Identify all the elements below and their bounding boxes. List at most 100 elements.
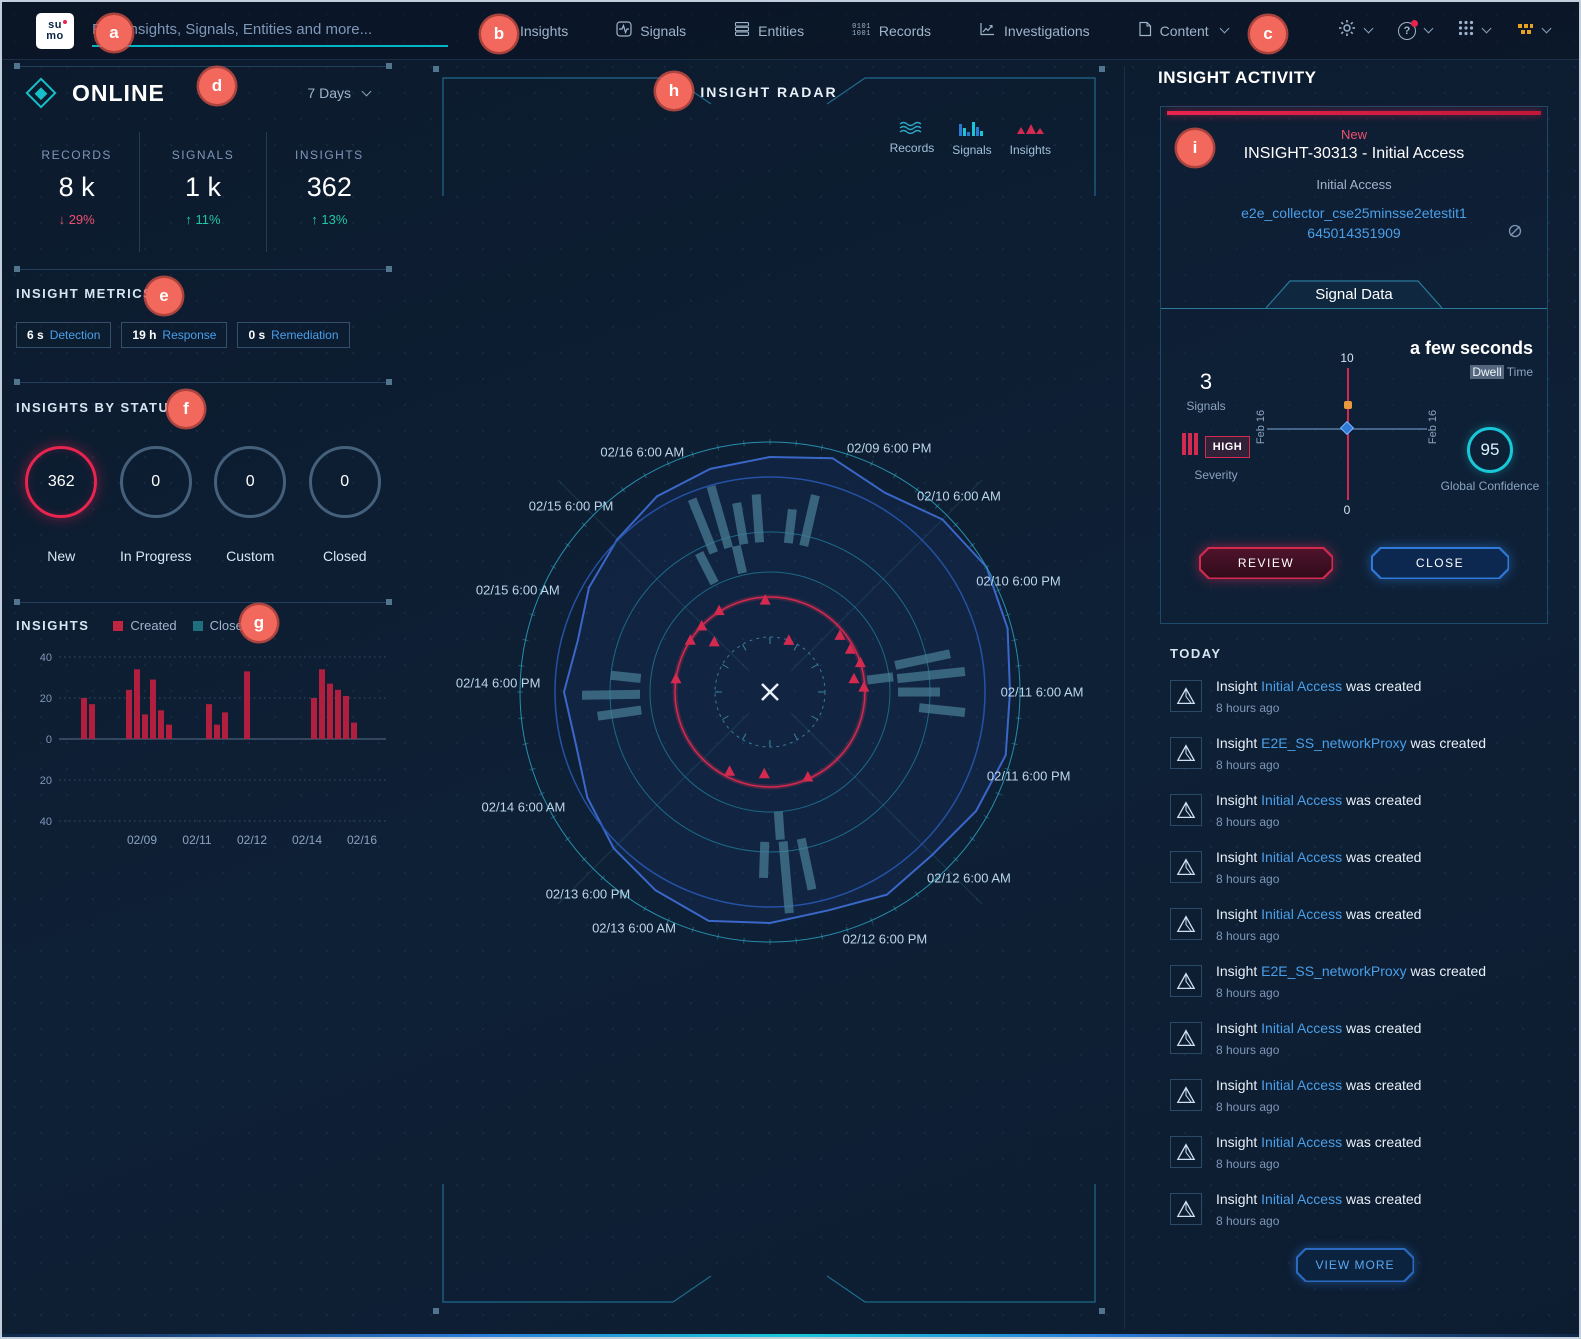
response-chip[interactable]: 19 h Response xyxy=(121,322,228,348)
online-status-title: ONLINE xyxy=(72,79,165,106)
activity-text: Insight Initial Access was created 8 hour… xyxy=(1216,849,1422,886)
activity-list-item[interactable]: Insight Initial Access was created 8 hour… xyxy=(1142,670,1568,727)
annotation-badge-f: f xyxy=(168,391,204,427)
help-menu[interactable]: ? xyxy=(1389,19,1441,40)
entity-link[interactable]: e2e_collector_cse25minsse2etestit1 64501… xyxy=(1241,205,1467,241)
view-more-button[interactable]: VIEW MORE xyxy=(1296,1248,1414,1282)
activity-entity-link[interactable]: Initial Access xyxy=(1261,1020,1343,1036)
status-circle-in-progress[interactable]: 0 In Progress xyxy=(109,446,204,564)
activity-entity-link[interactable]: Initial Access xyxy=(1261,1191,1343,1207)
activity-list-item[interactable]: Insight Initial Access was created 8 hour… xyxy=(1142,784,1568,841)
time-range-select[interactable]: 7 Days xyxy=(307,85,384,101)
svg-text:02/11: 02/11 xyxy=(182,833,211,847)
activity-text: Insight Initial Access was created 8 hour… xyxy=(1216,1077,1422,1114)
stat-records[interactable]: RECORDS 8 k ↓ 29% xyxy=(14,132,139,252)
tab-signal-data[interactable]: Signal Data xyxy=(1264,279,1444,309)
activity-entity-link[interactable]: Initial Access xyxy=(1261,849,1343,865)
svg-text:02/14: 02/14 xyxy=(292,833,322,847)
status-label: In Progress xyxy=(119,548,192,564)
content-doc-icon xyxy=(1138,21,1152,40)
nav-label: Insights xyxy=(520,22,569,39)
insight-glyph-icon xyxy=(1170,908,1202,940)
apps-menu[interactable] xyxy=(1449,20,1499,41)
status-sidebar: ONLINE 7 Days RECORDS 8 k ↓ 29% SIGNALS … xyxy=(14,63,392,1328)
nav-entities[interactable]: Entities xyxy=(734,21,804,40)
activity-entity-link[interactable]: E2E_SS_networkProxy xyxy=(1261,735,1407,751)
settings-menu[interactable] xyxy=(1329,19,1381,42)
signals-bars-icon xyxy=(958,120,985,139)
status-circle-closed[interactable]: 0 Closed xyxy=(298,446,393,564)
nav-investigations[interactable]: Investigations xyxy=(979,21,1090,40)
activity-text: Insight Initial Access was created 8 hour… xyxy=(1216,792,1422,829)
activity-text: Insight Initial Access was created 8 hour… xyxy=(1216,1020,1422,1057)
review-button[interactable]: REVIEW xyxy=(1199,547,1333,579)
close-button[interactable]: CLOSE xyxy=(1371,547,1509,579)
activity-list-item[interactable]: Insight Initial Access was created 8 hour… xyxy=(1142,841,1568,898)
sumo-logo[interactable]: su mo xyxy=(36,12,74,49)
insight-activity-panel: INSIGHT ACTIVITY New INSIGHT-30313 - Ini… xyxy=(1142,66,1568,1336)
severity-block: HIGH Severity xyxy=(1161,431,1271,482)
activity-entity-link[interactable]: E2E_SS_networkProxy xyxy=(1261,963,1407,979)
activity-list-item[interactable]: Insight Initial Access was created 8 hour… xyxy=(1142,1012,1568,1069)
insight-glyph-icon xyxy=(1170,1022,1202,1054)
svg-text:20: 20 xyxy=(40,693,52,705)
activity-list-item[interactable]: Insight E2E_SS_networkProxy was created 8… xyxy=(1142,727,1568,784)
today-section-title: TODAY xyxy=(1170,646,1222,661)
status-circle-new[interactable]: 362 New xyxy=(14,446,109,564)
insight-card[interactable]: New INSIGHT-30313 - Initial Access Initi… xyxy=(1160,106,1548,624)
hud-divider xyxy=(14,266,392,272)
detection-chip[interactable]: 6 s Detection xyxy=(16,322,112,348)
status-count: 0 xyxy=(308,446,381,518)
chevron-down-icon xyxy=(1423,23,1434,34)
remediation-chip[interactable]: 0 s Remediation xyxy=(237,322,350,348)
activity-entity-link[interactable]: Initial Access xyxy=(1261,792,1343,808)
activity-entity-link[interactable]: Initial Access xyxy=(1261,906,1343,922)
nav-records[interactable]: 0101 1001 Records xyxy=(852,23,931,39)
activity-list-item[interactable]: Insight Initial Access was created 8 hour… xyxy=(1142,898,1568,955)
created-swatch xyxy=(113,620,124,631)
annotation-badge-i: i xyxy=(1177,130,1213,166)
annotation-badge-d: d xyxy=(199,68,235,104)
records-binary-icon: 0101 1001 xyxy=(852,22,871,38)
stat-signals[interactable]: SIGNALS 1 k ↑ 11% xyxy=(139,132,265,252)
legend-records: Records xyxy=(890,120,934,157)
stat-label: SIGNALS xyxy=(171,148,235,162)
activity-entity-link[interactable]: Initial Access xyxy=(1261,1134,1343,1150)
hud-corner-brackets xyxy=(442,77,1096,1303)
insight-subtitle: Initial Access xyxy=(1316,177,1392,192)
activity-list-item[interactable]: Insight Initial Access was created 8 hour… xyxy=(1142,1069,1568,1126)
stat-value: 1 k xyxy=(184,172,221,202)
search-input[interactable] xyxy=(92,20,448,38)
insight-glyph-icon xyxy=(1170,1136,1202,1168)
hud-corner-squares xyxy=(433,66,1105,1314)
stat-insights[interactable]: INSIGHTS 362 ↑ 13% xyxy=(265,132,392,252)
status-circles: 362 New 0 In Progress 0 Custom 0 Closed xyxy=(14,446,392,564)
account-menu[interactable] xyxy=(1507,20,1559,41)
activity-list-item[interactable]: Insight Initial Access was created 8 hour… xyxy=(1142,1183,1568,1240)
activity-list-item[interactable]: Insight E2E_SS_networkProxy was created 8… xyxy=(1142,955,1568,1012)
activity-entity-link[interactable]: Initial Access xyxy=(1261,678,1343,694)
insights-by-status-title: INSIGHTS BY STATUS xyxy=(16,400,180,415)
nav-utility-icons: ? xyxy=(1329,19,1559,42)
activity-list-item[interactable]: Insight Initial Access was created 8 hour… xyxy=(1142,1126,1568,1183)
insight-metrics-chips: 6 s Detection 19 h Response 0 s Remediation xyxy=(16,322,350,348)
stat-value: 362 xyxy=(306,172,352,202)
status-count: 362 xyxy=(25,446,98,518)
legend-closed: Closed xyxy=(192,618,250,633)
panel-divider xyxy=(1124,66,1125,1329)
status-circle-custom[interactable]: 0 Custom xyxy=(203,446,298,564)
nav-signals[interactable]: Signals xyxy=(616,21,686,40)
activity-timestamp: 8 hours ago xyxy=(1216,986,1280,1000)
null-entity-icon xyxy=(1507,223,1523,244)
global-search[interactable] xyxy=(92,15,448,47)
legend-created: Created xyxy=(113,618,177,633)
nav-content[interactable]: Content xyxy=(1138,21,1230,40)
annotation-badge-c: c xyxy=(1250,16,1286,52)
dwell-time-block: a few seconds Dwell Time xyxy=(1407,337,1533,379)
hud-divider xyxy=(14,599,392,605)
hud-divider xyxy=(14,63,392,69)
nav-label: Signals xyxy=(640,22,687,39)
nav-label: Records xyxy=(878,22,932,39)
activity-entity-link[interactable]: Initial Access xyxy=(1261,1077,1343,1093)
timeline-marker-diamond xyxy=(1339,420,1355,436)
